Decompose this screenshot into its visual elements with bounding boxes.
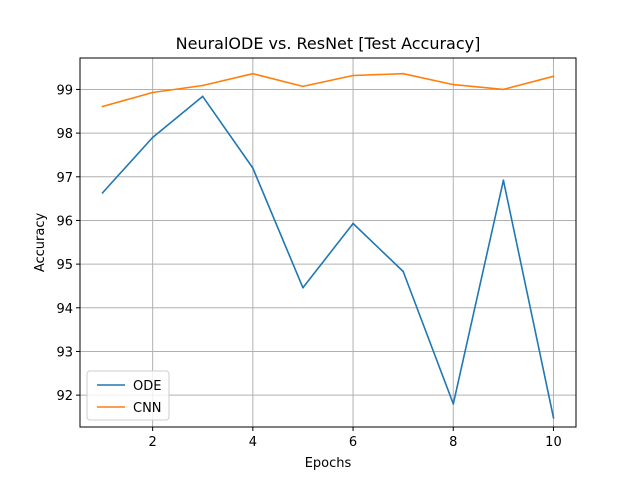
data-point-cnn [302,85,304,88]
x-tick-label: 10 [545,435,562,450]
data-point-cnn [251,72,254,75]
data-point-ode [552,416,555,419]
grid-lines [80,58,576,427]
data-point-cnn [552,75,555,78]
series-line-ode [101,95,555,418]
data-point-ode [352,222,354,225]
plot-frame [79,57,577,428]
y-tick-label: 92 [56,389,73,404]
x-tick-label: 6 [349,435,357,450]
data-point-ode [201,95,204,98]
x-axis-label: Epochs [305,456,352,471]
y-tick-label: 94 [56,302,73,317]
data-point-cnn [452,83,455,86]
y-tick-label: 97 [56,171,73,186]
data-point-cnn [502,88,505,91]
legend-label-ode: ODE [133,379,161,394]
data-point-cnn [201,84,204,87]
data-point-ode [101,192,104,194]
series-layer [101,72,555,419]
legend: ODE CNN [86,370,170,421]
data-point-cnn [101,105,104,108]
data-point-ode [302,286,304,289]
y-tick-label: 99 [56,83,73,98]
data-point-cnn [352,74,354,77]
x-tick-label: 4 [249,435,257,450]
data-point-ode [402,270,405,273]
x-tick-label: 2 [149,435,157,450]
legend-label-cnn: CNN [133,401,162,416]
y-tick-label: 96 [56,214,73,229]
data-point-ode [502,179,505,182]
data-point-cnn [402,72,405,75]
x-axis-ticks: 2 4 6 8 10 [149,427,562,450]
data-point-cnn [151,91,154,94]
data-point-ode [151,136,154,139]
chart-title: NeuralODE vs. ResNet [Test Accuracy] [176,34,481,53]
data-point-ode [251,167,254,169]
data-point-ode [452,403,455,405]
x-tick-label: 8 [449,435,457,450]
series-line-cnn [102,72,554,108]
y-tick-label: 93 [56,345,73,360]
y-axis-ticks: 92 93 94 95 96 97 98 99 [56,83,80,404]
y-tick-label: 95 [56,258,73,273]
y-axis-label: Accuracy [33,213,48,273]
y-tick-label: 98 [56,127,73,142]
